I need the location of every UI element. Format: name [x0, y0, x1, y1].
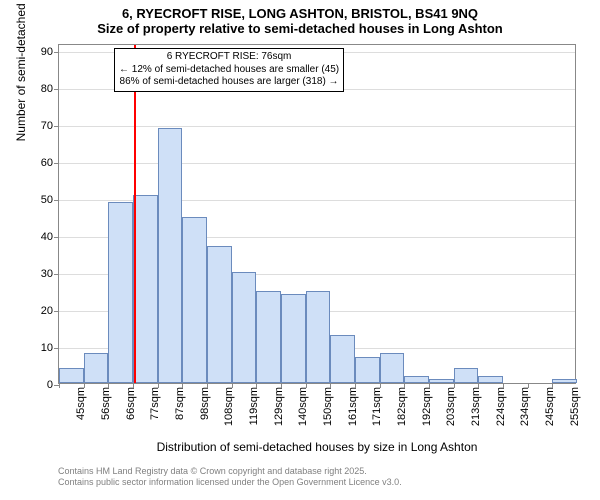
ytick-label: 50: [41, 194, 53, 206]
xtick-mark: [528, 383, 529, 388]
xtick-label: 171sqm: [371, 387, 383, 426]
histogram-bar: [84, 353, 109, 383]
annotation-line2: ← 12% of semi-detached houses are smalle…: [119, 64, 339, 77]
xtick-mark: [281, 383, 282, 388]
x-axis-label: Distribution of semi-detached houses by …: [58, 440, 576, 454]
chart-title-line2: Size of property relative to semi-detach…: [0, 21, 600, 40]
xtick-mark: [108, 383, 109, 388]
xtick-mark: [256, 383, 257, 388]
xtick-mark: [306, 383, 307, 388]
histogram-bar: [306, 291, 331, 383]
ytick-mark: [54, 89, 59, 90]
plot-outer: 010203040506070809045sqm56sqm66sqm77sqm8…: [58, 44, 576, 384]
xtick-mark: [59, 383, 60, 388]
xtick-label: 56sqm: [100, 387, 112, 420]
xtick-mark: [182, 383, 183, 388]
xtick-mark: [355, 383, 356, 388]
ytick-mark: [54, 274, 59, 275]
chart-title-line1: 6, RYECROFT RISE, LONG ASHTON, BRISTOL, …: [0, 0, 600, 21]
xtick-label: 192sqm: [421, 387, 433, 426]
footer-line1: Contains HM Land Registry data © Crown c…: [58, 466, 402, 477]
xtick-label: 150sqm: [322, 387, 334, 426]
ytick-label: 60: [41, 157, 53, 169]
xtick-mark: [133, 383, 134, 388]
footer-line2: Contains public sector information licen…: [58, 477, 402, 488]
ytick-mark: [54, 52, 59, 53]
histogram-bar: [552, 379, 577, 383]
gridline: [59, 163, 575, 164]
y-axis-label: Number of semi-detached properties: [14, 0, 28, 214]
gridline: [59, 126, 575, 127]
xtick-label: 87sqm: [174, 387, 186, 420]
plot-area: 010203040506070809045sqm56sqm66sqm77sqm8…: [58, 44, 576, 384]
chart-container: 6, RYECROFT RISE, LONG ASHTON, BRISTOL, …: [0, 0, 600, 500]
xtick-mark: [380, 383, 381, 388]
histogram-bar: [454, 368, 479, 383]
xtick-label: 77sqm: [149, 387, 161, 420]
annotation-line1: 6 RYECROFT RISE: 76sqm: [119, 51, 339, 64]
ytick-mark: [54, 163, 59, 164]
xtick-label: 45sqm: [75, 387, 87, 420]
xtick-label: 213sqm: [470, 387, 482, 426]
xtick-mark: [429, 383, 430, 388]
xtick-label: 66sqm: [125, 387, 137, 420]
histogram-bar: [330, 335, 355, 383]
xtick-mark: [503, 383, 504, 388]
xtick-label: 129sqm: [273, 387, 285, 426]
histogram-bar: [133, 195, 158, 383]
histogram-bar: [256, 291, 281, 383]
xtick-mark: [84, 383, 85, 388]
ytick-mark: [54, 348, 59, 349]
xtick-mark: [330, 383, 331, 388]
ytick-label: 90: [41, 46, 53, 58]
property-marker-line: [134, 45, 136, 383]
xtick-label: 255sqm: [569, 387, 581, 426]
xtick-label: 108sqm: [223, 387, 235, 426]
xtick-label: 140sqm: [297, 387, 309, 426]
annotation-line3: 86% of semi-detached houses are larger (…: [119, 76, 339, 89]
xtick-label: 182sqm: [396, 387, 408, 426]
histogram-bar: [355, 357, 380, 383]
ytick-label: 80: [41, 83, 53, 95]
ytick-mark: [54, 126, 59, 127]
xtick-label: 234sqm: [519, 387, 531, 426]
histogram-bar: [158, 128, 183, 383]
histogram-bar: [404, 376, 429, 383]
xtick-label: 203sqm: [445, 387, 457, 426]
ytick-label: 0: [47, 379, 53, 391]
histogram-bar: [232, 272, 257, 383]
xtick-label: 224sqm: [495, 387, 507, 426]
xtick-mark: [232, 383, 233, 388]
ytick-mark: [54, 311, 59, 312]
xtick-label: 98sqm: [199, 387, 211, 420]
ytick-label: 10: [41, 342, 53, 354]
histogram-bar: [380, 353, 405, 383]
ytick-mark: [54, 200, 59, 201]
histogram-bar: [478, 376, 503, 383]
histogram-bar: [281, 294, 306, 383]
histogram-bar: [429, 379, 454, 383]
xtick-mark: [404, 383, 405, 388]
xtick-mark: [552, 383, 553, 388]
xtick-label: 161sqm: [347, 387, 359, 426]
attribution-footer: Contains HM Land Registry data © Crown c…: [58, 466, 402, 489]
histogram-bar: [108, 202, 133, 383]
ytick-label: 30: [41, 268, 53, 280]
annotation-box: 6 RYECROFT RISE: 76sqm← 12% of semi-deta…: [114, 48, 344, 92]
xtick-mark: [207, 383, 208, 388]
ytick-label: 40: [41, 231, 53, 243]
histogram-bar: [59, 368, 84, 383]
ytick-label: 70: [41, 120, 53, 132]
ytick-mark: [54, 237, 59, 238]
histogram-bar: [182, 217, 207, 383]
xtick-mark: [158, 383, 159, 388]
ytick-label: 20: [41, 305, 53, 317]
histogram-bar: [207, 246, 232, 383]
xtick-mark: [478, 383, 479, 388]
xtick-label: 245sqm: [544, 387, 556, 426]
xtick-label: 119sqm: [248, 387, 260, 425]
xtick-mark: [454, 383, 455, 388]
